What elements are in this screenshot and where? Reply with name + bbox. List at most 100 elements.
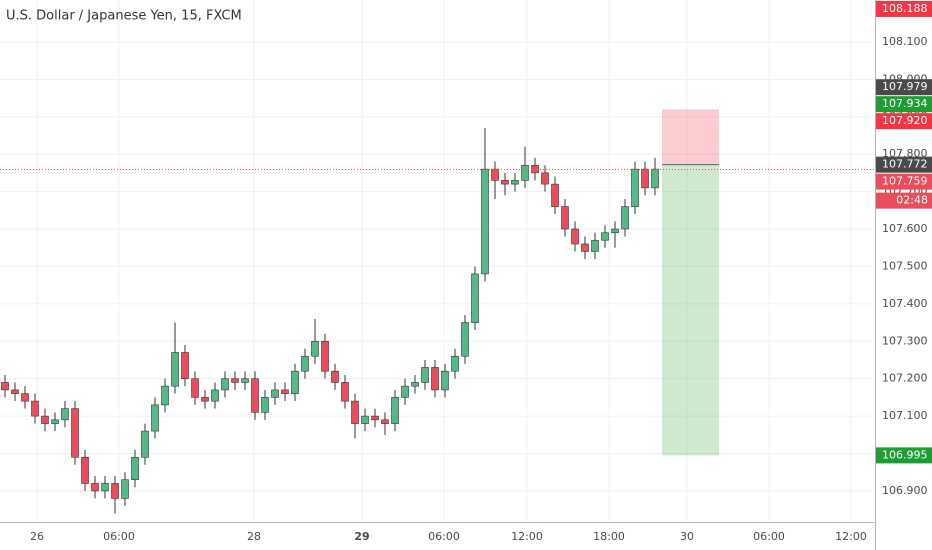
- candle-body: [21, 393, 29, 402]
- price-label-box: [876, 447, 932, 464]
- candle-body: [151, 404, 159, 432]
- candle-body: [491, 168, 499, 181]
- candle-body: [351, 400, 359, 424]
- y-tick-label: 107.200: [882, 372, 928, 385]
- candle-body: [111, 483, 119, 499]
- candle-body: [231, 378, 239, 383]
- candle-body: [551, 183, 559, 207]
- countdown-box: [876, 192, 932, 209]
- candle-body: [311, 340, 319, 357]
- y-tick-label: 107.500: [882, 259, 928, 272]
- price-label-box: [876, 113, 932, 130]
- candle-body: [81, 456, 89, 484]
- candle-body: [71, 408, 79, 458]
- x-tick-label: 29: [354, 530, 369, 543]
- price-label: 107.920: [882, 114, 928, 127]
- y-tick-label: 108.100: [882, 35, 928, 48]
- x-tick-label: 18:00: [593, 530, 625, 543]
- plot: [0, 109, 875, 514]
- candle-body: [501, 180, 509, 185]
- candle-body: [401, 385, 409, 398]
- x-tick-label: 12:00: [511, 530, 543, 543]
- candle-body: [631, 168, 639, 207]
- candle-body: [441, 370, 449, 391]
- y-tick-label: 107.600: [882, 222, 928, 235]
- candle-body: [411, 382, 419, 387]
- candle-body: [461, 322, 469, 357]
- x-tick-label: 12:00: [835, 530, 867, 543]
- chart-title: U.S. Dollar / Japanese Yen, 15, FXCM: [6, 9, 242, 24]
- candle-body: [301, 355, 309, 372]
- price-label: 108.188: [882, 2, 928, 15]
- candle-body: [131, 456, 139, 481]
- candle-body: [431, 367, 439, 391]
- candle-body: [11, 389, 19, 394]
- x-tick-label: 26: [30, 530, 44, 543]
- candle-body: [481, 168, 489, 275]
- candle-body: [141, 430, 149, 458]
- candle-body: [361, 415, 369, 424]
- candle-body: [391, 397, 399, 424]
- candle-body: [41, 415, 49, 424]
- candle-body: [191, 378, 199, 398]
- candle-body: [321, 340, 329, 372]
- candle-body: [121, 479, 129, 499]
- candle-body: [561, 206, 569, 230]
- candle-body: [511, 180, 519, 185]
- candle-body: [51, 419, 59, 424]
- candle-body: [91, 483, 99, 492]
- candle-body: [271, 389, 279, 398]
- x-tick-label: 28: [247, 530, 261, 543]
- candle-body: [381, 419, 389, 424]
- candle-body: [291, 370, 299, 394]
- x-tick-label: 06:00: [428, 530, 460, 543]
- candle-body: [281, 389, 289, 394]
- candle-body: [451, 355, 459, 372]
- price-label: 107.772: [882, 158, 928, 171]
- stop-zone: [662, 109, 719, 165]
- y-tick-label: 107.100: [882, 409, 928, 422]
- candle-body: [241, 378, 249, 383]
- candle-body: [651, 168, 659, 189]
- candle-body: [1, 382, 9, 391]
- x-tick-label: 30: [680, 530, 694, 543]
- candle-body: [341, 382, 349, 402]
- candle-body: [331, 370, 339, 383]
- candle-body: [571, 228, 579, 245]
- countdown: 02:48: [896, 194, 928, 207]
- price-label: 106.995: [882, 448, 928, 461]
- candle-body: [581, 243, 589, 252]
- candle-body: [371, 415, 379, 421]
- candle-body: [221, 378, 229, 391]
- price-label-box: [876, 156, 932, 173]
- candle-body: [201, 397, 209, 402]
- candle-body: [31, 400, 39, 417]
- price-label: 107.979: [882, 80, 928, 93]
- candle-body: [251, 378, 259, 413]
- price-label: 107.934: [882, 97, 928, 110]
- price-label: 107.759: [882, 175, 928, 188]
- candle-body: [611, 228, 619, 234]
- candle-body: [181, 352, 189, 379]
- candle-body: [541, 172, 549, 185]
- target-zone: [662, 164, 719, 456]
- candle-body: [211, 389, 219, 402]
- x-tick-label: 06:00: [753, 530, 785, 543]
- axis: 106.900107.000107.100107.200107.300107.4…: [30, 0, 932, 543]
- candle-body: [591, 239, 599, 252]
- price-label-box: [876, 96, 932, 113]
- candle-body: [261, 397, 269, 413]
- y-tick-label: 107.300: [882, 334, 928, 347]
- candle-body: [101, 483, 109, 492]
- candle-body: [601, 232, 609, 241]
- candle-body: [471, 273, 479, 323]
- grid: [0, 0, 875, 522]
- candle-body: [421, 367, 429, 383]
- candle-body: [621, 206, 629, 230]
- x-tick-label: 06:00: [103, 530, 135, 543]
- candle-body: [521, 165, 529, 181]
- price-label-box: [876, 79, 932, 96]
- candle-body: [161, 385, 169, 406]
